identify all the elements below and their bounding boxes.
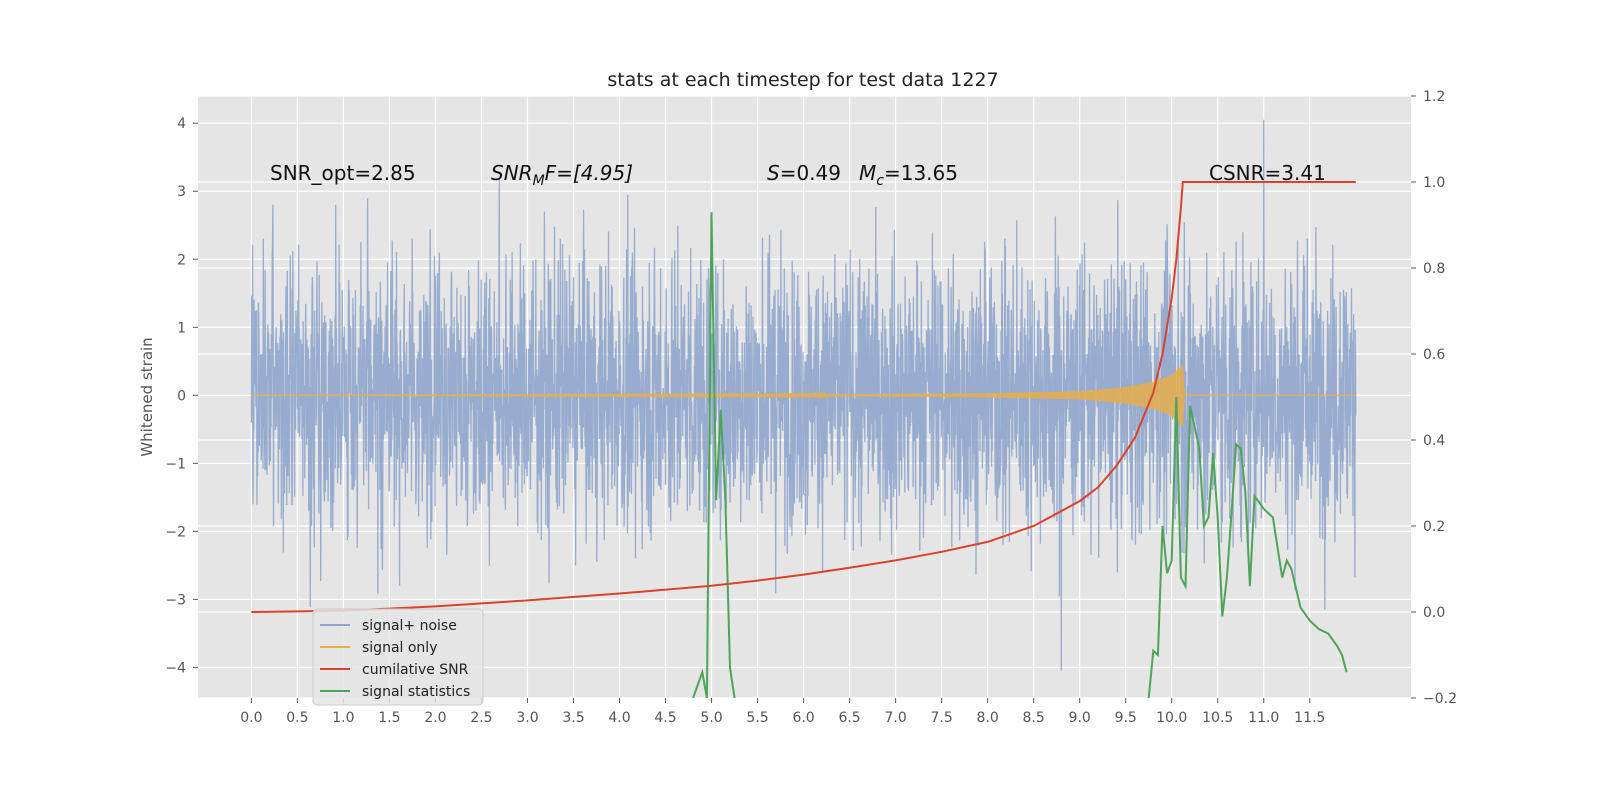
series-signal-statistics-line bbox=[692, 212, 1348, 698]
x-tick-label: 9.5 bbox=[1115, 710, 1137, 726]
x-tick-label: 11.5 bbox=[1294, 710, 1325, 726]
legend-label-cumilative-snr: cumilative SNR bbox=[362, 662, 469, 678]
y-tick-label: 2 bbox=[177, 252, 186, 268]
legend: signal+ noise signal only cumilative SNR… bbox=[312, 608, 484, 706]
x-tick-label: 4.5 bbox=[654, 710, 676, 726]
x-tick-label: 7.5 bbox=[930, 710, 952, 726]
series-cumilative-snr-line bbox=[251, 181, 1356, 613]
y-axis-label: Whitened strain bbox=[138, 337, 156, 456]
x-tick-label: 6.5 bbox=[838, 710, 860, 726]
x-tick-label: 2.5 bbox=[470, 710, 492, 726]
x-tick-label: 5.0 bbox=[700, 710, 722, 726]
x-tick-label: 8.0 bbox=[977, 710, 999, 726]
annotation-s: S=0.49 bbox=[767, 161, 841, 185]
annotation-snr-opt: SNR_opt=2.85 bbox=[270, 161, 416, 185]
x-tick-label: 10.0 bbox=[1156, 710, 1187, 726]
y-tick-label: −4 bbox=[165, 660, 186, 676]
x-tick-label: 6.0 bbox=[792, 710, 814, 726]
x-tick-label: 4.0 bbox=[608, 710, 630, 726]
chart-title: stats at each timestep for test data 122… bbox=[607, 69, 998, 91]
x-tick-label: 11.0 bbox=[1248, 710, 1279, 726]
x-tick-label: 2.0 bbox=[424, 710, 446, 726]
x-tick-label: 0.5 bbox=[286, 710, 308, 726]
y-right-tick-label: 0.8 bbox=[1423, 261, 1445, 277]
y-tick-label: −3 bbox=[165, 592, 186, 608]
y-tick-label: 4 bbox=[177, 116, 186, 132]
y-right-tick-label: 0.2 bbox=[1423, 519, 1445, 535]
x-tick-label: 5.5 bbox=[746, 710, 768, 726]
series bbox=[250, 119, 1357, 698]
x-tick-label: 9.0 bbox=[1069, 710, 1091, 726]
legend-label-signal-noise: signal+ noise bbox=[362, 618, 457, 634]
x-tick-label: 7.0 bbox=[884, 710, 906, 726]
x-tick-label: 3.0 bbox=[516, 710, 538, 726]
legend-label-signal-statistics: signal statistics bbox=[362, 684, 470, 700]
x-tick-label: 1.0 bbox=[332, 710, 354, 726]
x-tick-label: 10.5 bbox=[1202, 710, 1233, 726]
x-tick-label: 8.5 bbox=[1023, 710, 1045, 726]
y-right-tick-label: 1.2 bbox=[1423, 89, 1445, 105]
legend-box bbox=[312, 608, 484, 706]
y-tick-label: 0 bbox=[177, 388, 186, 404]
y-tick-label: −2 bbox=[165, 524, 186, 540]
y-tick-label: 3 bbox=[177, 184, 186, 200]
annotation-mc: Mc=13.65 bbox=[859, 161, 958, 189]
y-right-tick-label: 0.4 bbox=[1423, 433, 1445, 449]
annotation-snr-mf: SNRMF=[4.95] bbox=[491, 161, 633, 189]
x-tick-label: 3.5 bbox=[562, 710, 584, 726]
y-tick-label: −1 bbox=[165, 456, 186, 472]
legend-label-signal-only: signal only bbox=[362, 640, 437, 656]
series-signal-only-line bbox=[251, 365, 1356, 426]
axes: 0.0 0.5 1.0 1.5 2.0 2.5 3.0 3.5 4.0 4.5 5.0 5.5 6.0 6… bbox=[165, 89, 1457, 726]
y-right-tick-label: 0.0 bbox=[1423, 605, 1445, 621]
y-right-tick-label: 0.6 bbox=[1423, 347, 1445, 363]
annotation-csnr: CSNR=3.41 bbox=[1209, 161, 1326, 185]
y-right-tick-label: −0.2 bbox=[1423, 691, 1457, 707]
y-tick-label: 1 bbox=[177, 320, 186, 336]
annotations: SNR_opt=2.85 SNRMF=[4.95] S=0.49 Mc=13.6… bbox=[270, 161, 1326, 189]
y-right-tick-label: 1.0 bbox=[1423, 175, 1445, 191]
x-tick-label: 0.0 bbox=[240, 710, 262, 726]
x-tick-label: 1.5 bbox=[378, 710, 400, 726]
